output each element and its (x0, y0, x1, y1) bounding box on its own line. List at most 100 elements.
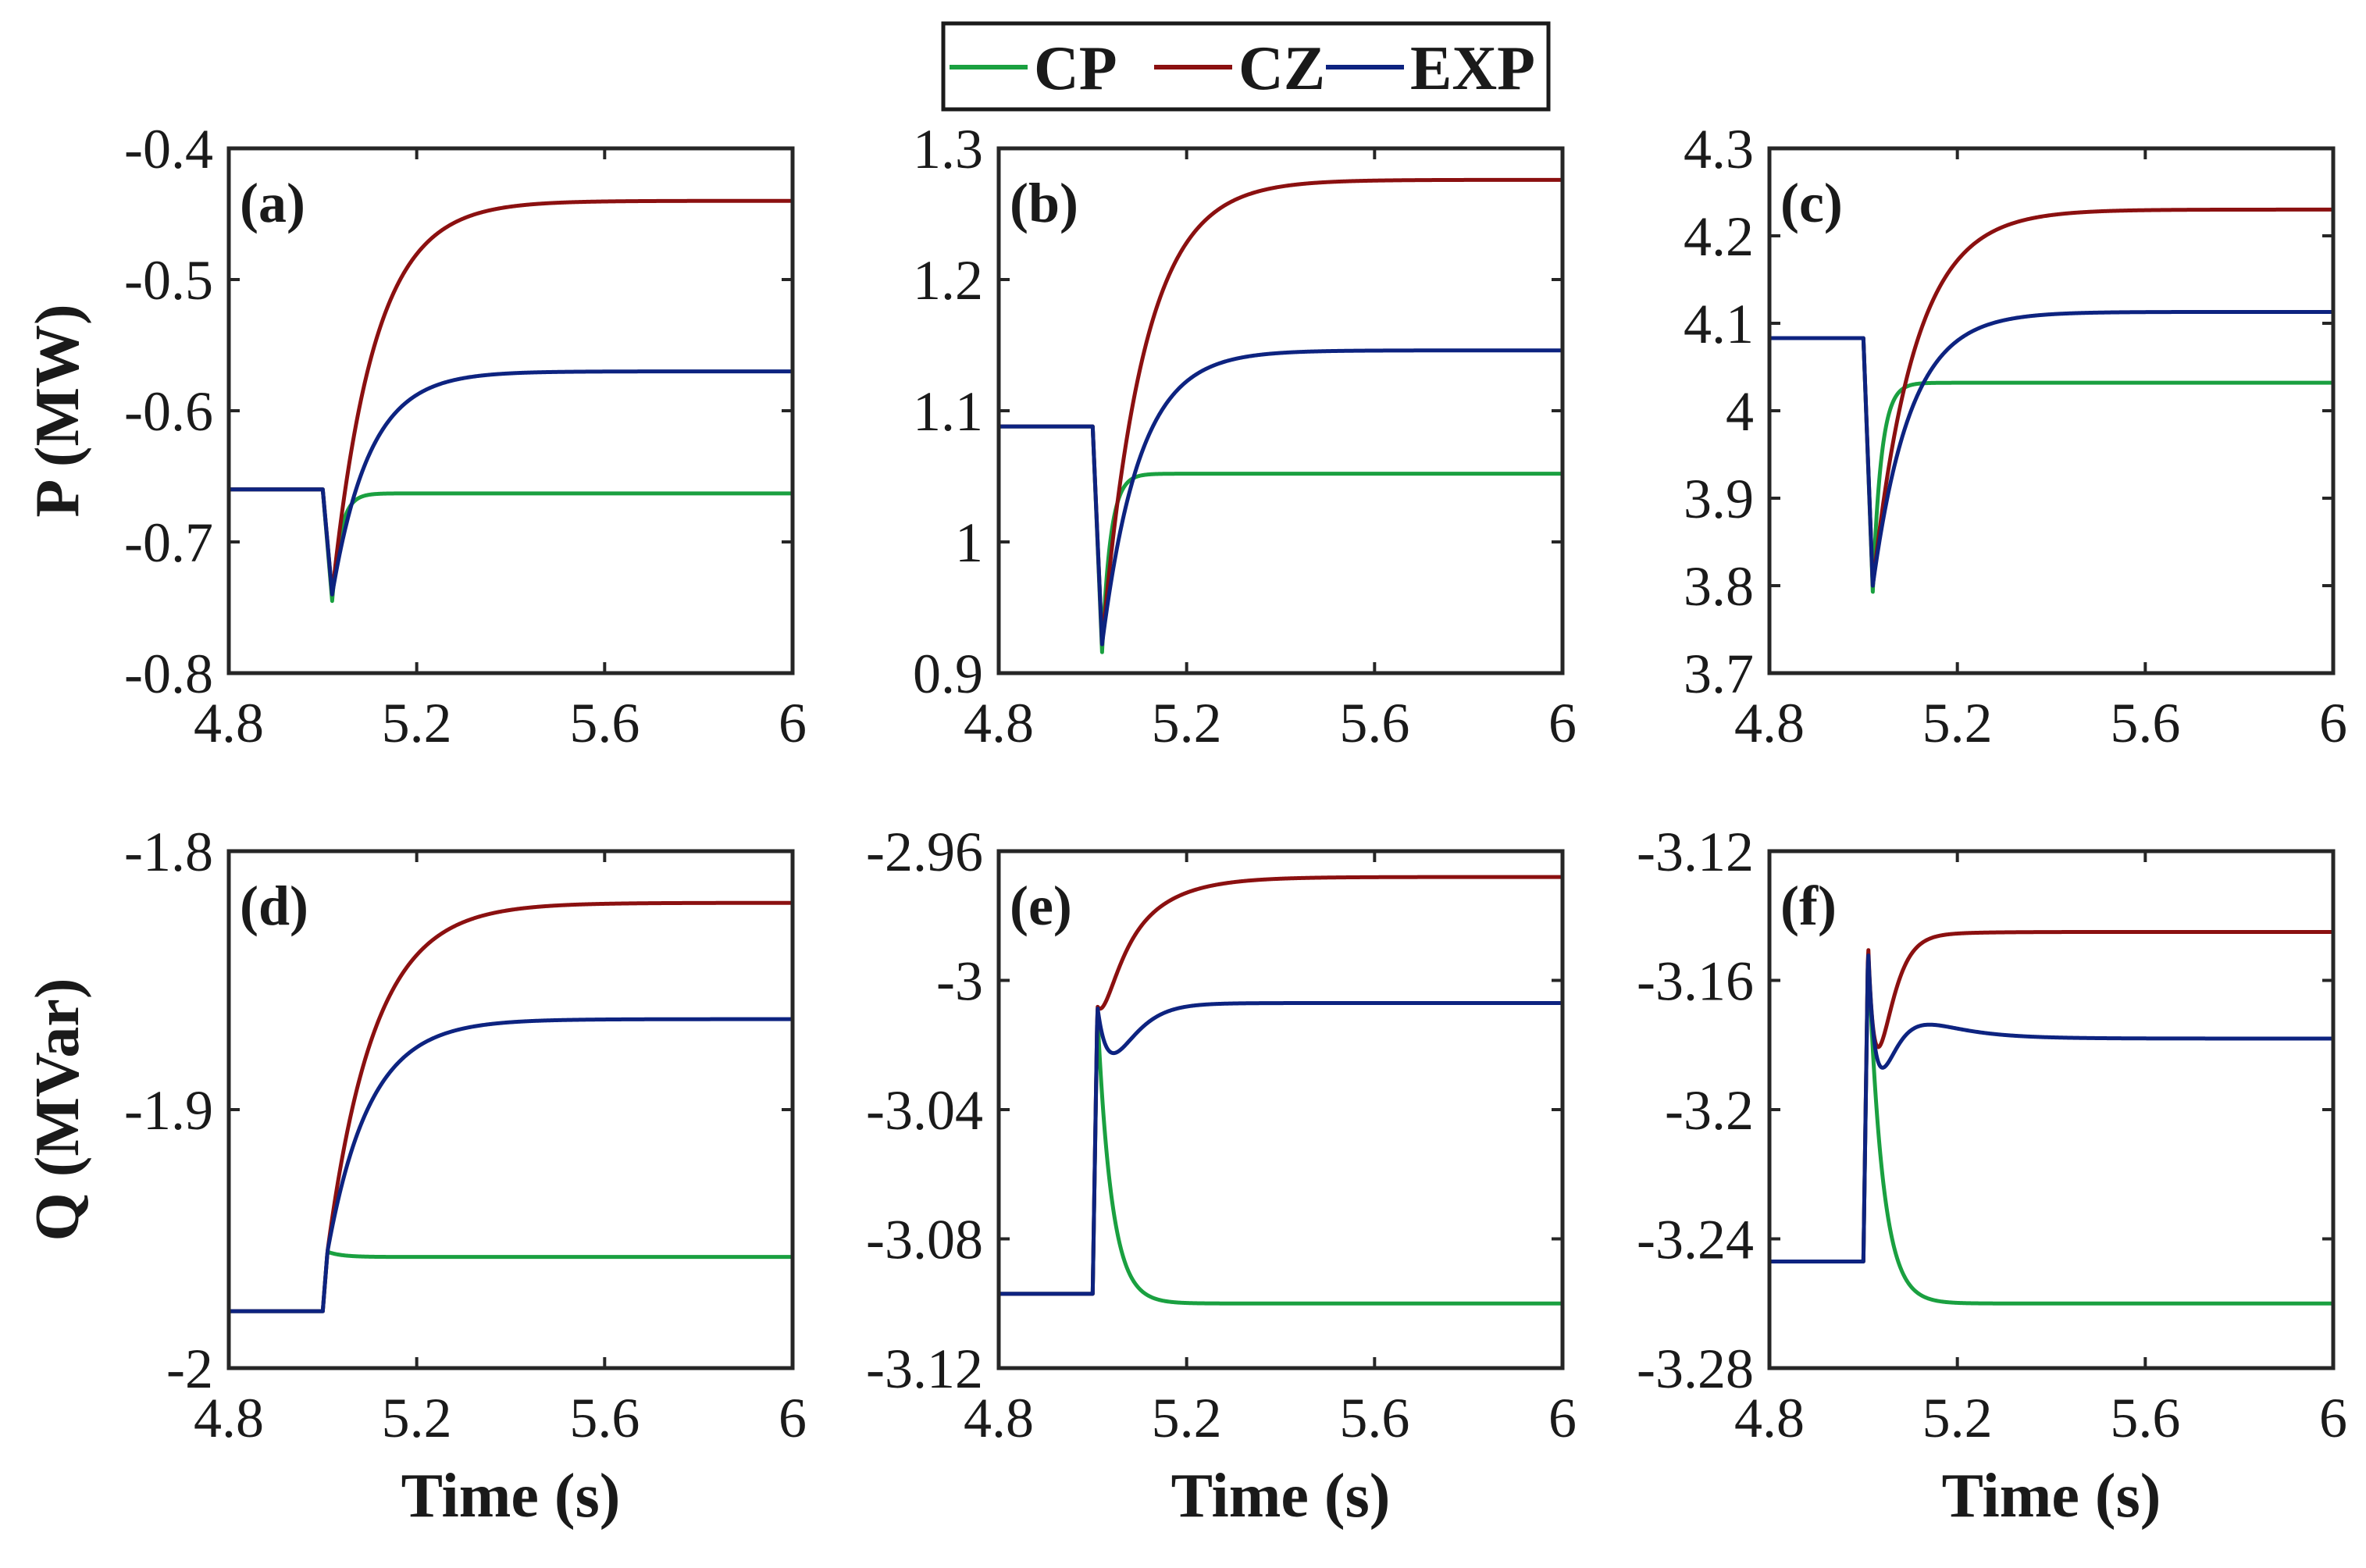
y-tick-label: -3.12 (1637, 821, 1754, 883)
panel-label: (c) (1780, 172, 1843, 234)
y-tick-label: -3.16 (1637, 950, 1754, 1013)
legend-entry-exp: EXP (1326, 34, 1535, 103)
x-tick-label: 5.2 (1922, 1387, 1993, 1449)
legend-label: EXP (1410, 34, 1535, 103)
panel-label: (b) (1010, 172, 1078, 234)
x-tick-label: 6 (2319, 1387, 2347, 1449)
series-line-cp (1769, 336, 2333, 594)
x-tick-label: 4.8 (1734, 692, 1805, 754)
x-axis-label: Time (s) (401, 1462, 621, 1531)
panel-label: (d) (240, 875, 308, 937)
series-line-cz (229, 198, 793, 597)
y-tick-label: -2.96 (866, 821, 983, 883)
y-tick-label: -0.4 (124, 118, 213, 180)
legend-label: CZ (1238, 34, 1325, 103)
series-line-cz (999, 177, 1562, 647)
axes-box (226, 146, 795, 675)
series-line-cz (1769, 207, 2333, 588)
x-axis-label: Time (s) (1171, 1462, 1391, 1531)
y-tick-label: -3.24 (1637, 1209, 1754, 1271)
x-tick-label: 5.2 (382, 1387, 452, 1449)
axes-box (1767, 849, 2336, 1370)
y-tick-label: -3.04 (866, 1079, 983, 1142)
series-line-cp (229, 487, 793, 604)
y-tick-label: 4 (1726, 380, 1754, 443)
x-tick-label: 6 (779, 692, 807, 754)
y-tick-label: 3.8 (1684, 555, 1754, 618)
x-tick-label: 4.8 (1734, 1387, 1805, 1449)
y-tick-label: -0.8 (124, 643, 213, 705)
x-tick-label: 6 (1548, 1387, 1577, 1449)
series-line-exp (229, 1017, 793, 1313)
y-tick-label: -0.6 (124, 380, 213, 443)
series-line-cp (999, 424, 1562, 654)
panel-label: (a) (240, 172, 305, 234)
series-line-exp (1769, 309, 2333, 588)
series-line-cp (1769, 953, 2333, 1306)
y-tick-label: 0.9 (913, 643, 983, 705)
axes-box (1767, 146, 2336, 675)
legend-entry-cp: CP (950, 34, 1117, 103)
x-tick-label: 4.8 (194, 1387, 264, 1449)
y-tick-label: -1.9 (124, 1079, 213, 1142)
y-tick-label: -0.5 (124, 249, 213, 312)
series-line-cz (229, 900, 793, 1313)
x-tick-label: 4.8 (964, 1387, 1034, 1449)
legend-label: CP (1034, 34, 1117, 103)
panel-label: (e) (1010, 875, 1072, 937)
y-tick-label: 3.9 (1684, 468, 1754, 530)
y-tick-label: -3.08 (866, 1209, 983, 1271)
y-axis-label: P (MW) (23, 304, 92, 517)
panel-d: 4.8 5.2 5.6 6 -1.8 -1.9 -2 (d) Q (MVar) Time (s) (23, 821, 807, 1531)
x-tick-label: 5.6 (2110, 692, 2180, 754)
x-tick-label: 5.6 (569, 692, 640, 754)
y-tick-label: -3.2 (1665, 1079, 1754, 1142)
y-tick-label: 4.1 (1684, 293, 1754, 355)
axes-box (996, 146, 1565, 675)
series-line-cz (999, 875, 1562, 1296)
panel-c: 4.8 5.2 5.6 6 4.3 4.2 4.1 4 3.9 3.8 3.7 (c) (1684, 118, 2347, 754)
y-tick-label: -3 (936, 950, 983, 1013)
x-tick-label: 5.6 (569, 1387, 640, 1449)
y-tick-label: -3.12 (866, 1338, 983, 1400)
series-line-cp (999, 1017, 1562, 1306)
x-tick-label: 5.6 (1339, 692, 1409, 754)
y-tick-label: -2 (166, 1338, 213, 1400)
series-line-exp (1769, 953, 2333, 1263)
y-tick-label: 1.1 (913, 380, 983, 443)
x-axis-label: Time (s) (1942, 1462, 2161, 1531)
panel-b: 4.8 5.2 5.6 6 1.3 1.2 1.1 1 0.9 (b) (913, 118, 1577, 754)
panel-label: (f) (1780, 875, 1837, 937)
panels: 4.8 5.2 5.6 6 -0.4 -0.5 -0.6 -0.7 -0.8 (a) P (MW) 4… (23, 118, 2347, 1531)
x-tick-label: 6 (2319, 692, 2347, 754)
x-tick-label: 4.8 (964, 692, 1034, 754)
panel-e: 4.8 5.2 5.6 6 -2.96 -3 -3.04 -3.08 -3.12 (e) Time … (866, 821, 1577, 1531)
panel-f: 4.8 5.2 5.6 6 -3.12 -3.16 -3.2 -3.24 -3.28 (f) Tim… (1637, 821, 2347, 1531)
x-tick-label: 5.2 (1152, 692, 1222, 754)
axes-box (226, 849, 795, 1370)
y-tick-label: 3.7 (1684, 643, 1754, 705)
axes-box (996, 849, 1565, 1370)
y-tick-label: 1.2 (913, 249, 983, 312)
y-tick-label: -3.28 (1637, 1338, 1754, 1400)
x-tick-label: 5.2 (1152, 1387, 1222, 1449)
x-tick-label: 5.6 (1339, 1387, 1409, 1449)
y-tick-label: -0.7 (124, 511, 213, 574)
panel-a: 4.8 5.2 5.6 6 -0.4 -0.5 -0.6 -0.7 -0.8 (a) P (MW) (23, 118, 807, 754)
series-line-exp (229, 369, 793, 597)
series-line-exp (999, 1000, 1562, 1296)
x-tick-label: 6 (1548, 692, 1577, 754)
series-line-cp (229, 1249, 793, 1313)
x-tick-label: 5.2 (1922, 692, 1993, 754)
x-tick-label: 6 (779, 1387, 807, 1449)
x-tick-label: 5.6 (2110, 1387, 2180, 1449)
legend-entry-cz: CZ (1154, 34, 1325, 103)
y-axis-label: Q (MVar) (23, 978, 92, 1242)
y-tick-label: 4.3 (1684, 118, 1754, 180)
series-line-cz (1769, 929, 2333, 1263)
y-tick-label: 1 (955, 511, 983, 574)
y-tick-label: 1.3 (913, 118, 983, 180)
legend-box (941, 21, 1551, 112)
x-tick-label: 5.2 (382, 692, 452, 754)
